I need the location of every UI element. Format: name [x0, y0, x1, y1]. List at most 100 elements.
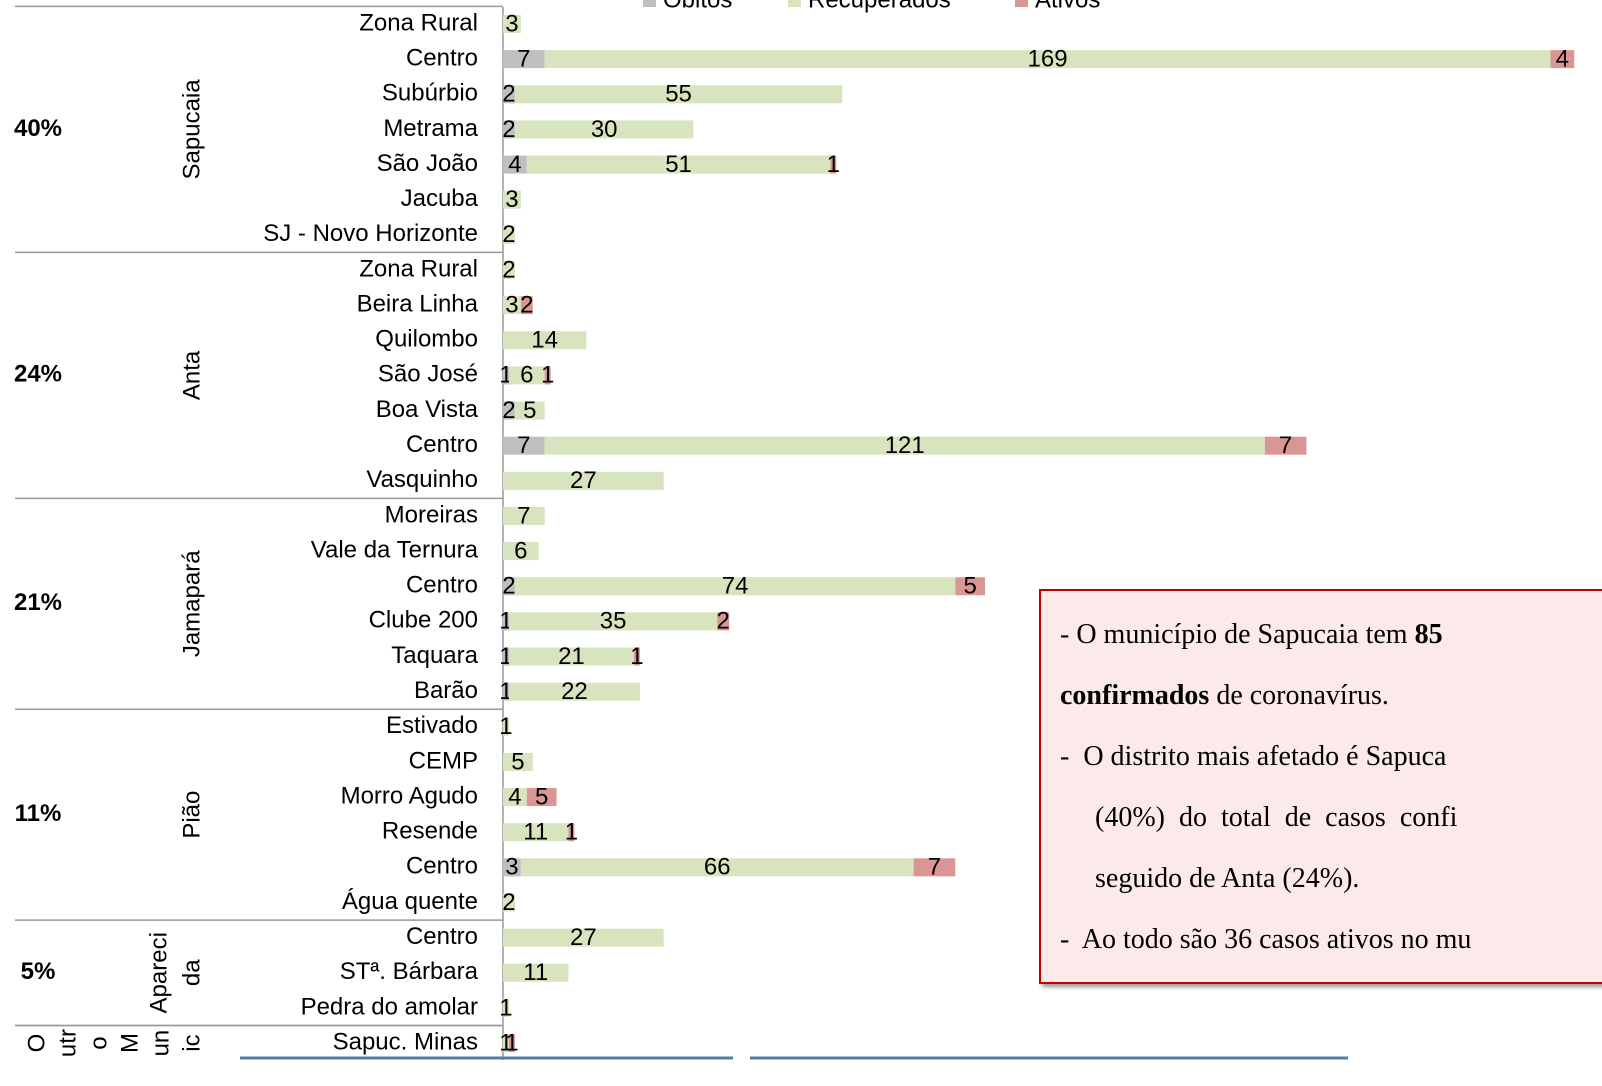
- category-label: Centro: [406, 923, 478, 950]
- bar-segment: [544, 436, 1265, 455]
- bar-segment: [503, 577, 515, 596]
- group-name: utr: [54, 1029, 81, 1057]
- bar-segment: [503, 401, 515, 420]
- bar-segment: [544, 366, 551, 385]
- group-name: M: [116, 1033, 143, 1053]
- note-line: - O distrito mais afetado é Sapuca: [1060, 741, 1447, 772]
- bar-segment: [503, 893, 515, 912]
- value-label: 30: [591, 116, 618, 143]
- category-label: Morro Agudo: [341, 782, 478, 809]
- group-name: O: [23, 1034, 50, 1053]
- category-label: Estivado: [386, 712, 478, 739]
- value-label: 4: [508, 151, 521, 178]
- bar-segment: [514, 577, 956, 596]
- bar-segment: [503, 998, 509, 1017]
- bar-segment: [633, 647, 640, 666]
- note-run: 85: [1415, 619, 1443, 650]
- value-label: 6: [514, 537, 527, 564]
- value-label: 2: [502, 397, 515, 424]
- note-run: de coronavírus.: [1209, 680, 1389, 711]
- bar-segment: [503, 190, 521, 209]
- bar-segment: [503, 963, 569, 982]
- note-run: - O distrito mais afetado é Sapuca: [1060, 741, 1447, 772]
- note-line: seguido de Anta (24%).: [1095, 863, 1359, 894]
- legend-label: Ativos: [1035, 0, 1100, 13]
- value-label: 121: [885, 432, 925, 459]
- category-label: Quilombo: [375, 326, 478, 353]
- group-name: un: [147, 1030, 174, 1057]
- value-label: 51: [665, 151, 692, 178]
- note-line: (40%) do total de casos confi: [1095, 802, 1458, 833]
- category-label: Zona Rural: [359, 9, 478, 36]
- bar-segment: [503, 717, 509, 736]
- bar-segment: [503, 331, 587, 350]
- group-share: 5%: [21, 958, 56, 985]
- value-label: 27: [570, 467, 597, 494]
- bar-segment: [508, 647, 634, 666]
- category-label: Água quente: [342, 888, 478, 915]
- value-label: 1: [630, 643, 643, 670]
- bar-segment: [503, 260, 515, 279]
- bar-segment: [503, 366, 509, 385]
- bar-segment: [503, 647, 509, 666]
- category-label: Resende: [382, 818, 478, 845]
- legend-swatch: [643, 0, 656, 7]
- category-label: Jacuba: [401, 185, 479, 212]
- bar-segment: [508, 612, 718, 631]
- legend-swatch: [788, 0, 801, 7]
- bar-segment: [955, 577, 986, 596]
- value-label: 1: [505, 1029, 518, 1056]
- category-label: Sapuc. Minas: [333, 1028, 478, 1055]
- bar-segment: [544, 50, 1551, 69]
- value-label: 22: [561, 678, 588, 705]
- bar-segment: [520, 858, 914, 877]
- bar-segment: [503, 155, 527, 174]
- bar-segment: [503, 15, 521, 33]
- bar-segment: [503, 788, 527, 807]
- note-line: confirmados de coronavírus.: [1060, 680, 1389, 711]
- bar-segment: [913, 858, 956, 877]
- category-label: STª. Bárbara: [340, 958, 479, 985]
- value-label: 1: [541, 362, 554, 389]
- bar-segment: [503, 296, 521, 315]
- value-label: 2: [502, 889, 515, 916]
- value-label: 7: [517, 45, 530, 72]
- group-share: 40%: [14, 115, 62, 142]
- bar-segment: [503, 542, 539, 561]
- value-label: 2: [502, 221, 515, 248]
- value-label: 55: [665, 81, 692, 108]
- value-label: 1: [499, 994, 512, 1021]
- category-label: Barão: [414, 677, 478, 704]
- bar-segment: [717, 612, 730, 631]
- group-name: o: [85, 1036, 112, 1049]
- legend-swatch: [1015, 0, 1028, 7]
- value-label: 5: [964, 573, 977, 600]
- note-run: (40%) do total de casos confi: [1095, 802, 1458, 833]
- category-label: Centro: [406, 853, 478, 880]
- value-label: 7: [517, 432, 530, 459]
- category-label: Metrama: [383, 115, 478, 142]
- bar-segment: [503, 858, 521, 877]
- bar-segment: [503, 928, 664, 947]
- group-share: 11%: [15, 800, 62, 827]
- bar-segment: [503, 506, 545, 525]
- value-label: 2: [502, 573, 515, 600]
- category-label: Centro: [406, 572, 478, 599]
- bar-segment: [503, 1034, 509, 1053]
- category-label: CEMP: [409, 747, 478, 774]
- group-name: Pião: [178, 791, 205, 839]
- value-label: 4: [508, 783, 521, 810]
- category-label: Centro: [406, 44, 478, 71]
- legend-label: Recuperados: [808, 0, 951, 13]
- value-label: 2: [502, 81, 515, 108]
- note-run: confirmados: [1060, 680, 1209, 711]
- bar-segment: [526, 155, 831, 174]
- value-label: 5: [523, 397, 536, 424]
- value-label: 27: [570, 924, 597, 951]
- bar-segment: [503, 752, 533, 771]
- group-share: 21%: [14, 589, 62, 616]
- category-label: Pedra do amolar: [301, 993, 478, 1020]
- bar-segment: [503, 471, 664, 490]
- bar-segment: [503, 120, 515, 139]
